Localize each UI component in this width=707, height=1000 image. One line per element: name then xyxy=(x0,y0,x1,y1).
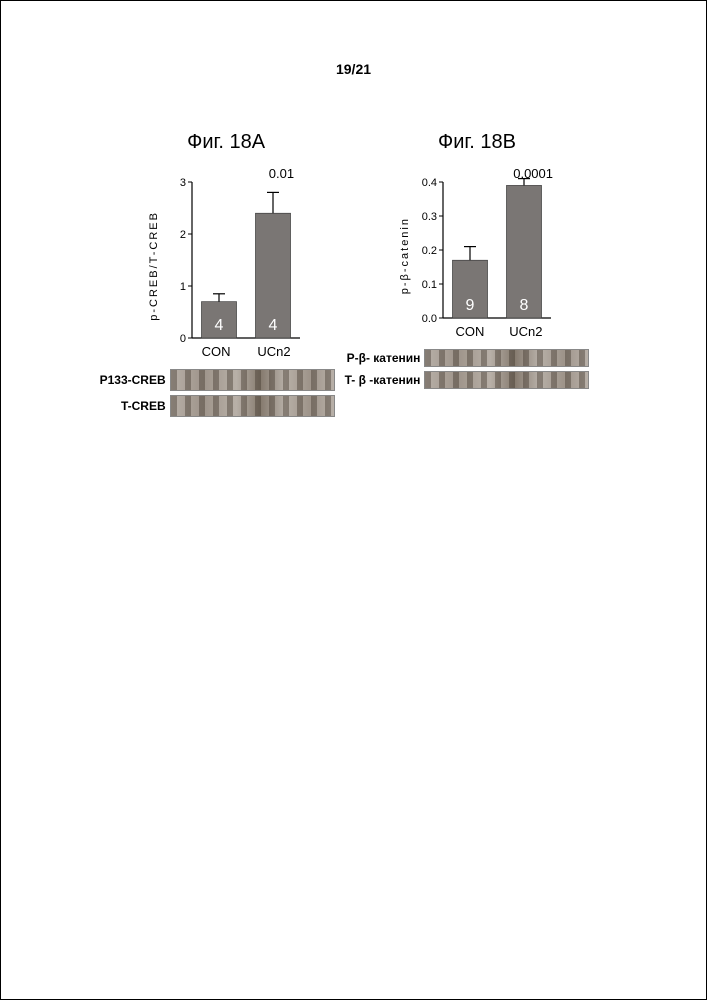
panel-a-blot-label-0: P133-CREB xyxy=(100,373,166,387)
panel-b-blots: P-β- катенин T- β -катенин xyxy=(345,349,590,389)
panel-18b: Фиг. 18B p-β-catenin 0.0001 0.0 0.1 0.2 0.3… xyxy=(365,131,590,417)
figure-panels: Фиг. 18A p-CREB/T-CREB 0.01 0 1 2 3 4 4 CON U… xyxy=(1,131,706,417)
panel-b-blot-row-1: T- β -катенин xyxy=(345,371,590,389)
svg-text:0.3: 0.3 xyxy=(422,211,437,223)
panel-b-xlabel-0: CON xyxy=(455,324,484,339)
svg-text:0.0: 0.0 xyxy=(422,313,437,322)
panel-a-pvalue: 0.01 xyxy=(269,166,294,181)
svg-text:3: 3 xyxy=(180,177,186,189)
panel-b-blot-img-0 xyxy=(424,349,589,367)
panel-a-chart-wrap: p-CREB/T-CREB 0.01 012344 CON UCn2 xyxy=(148,172,304,359)
panel-a-blot-img-1 xyxy=(170,395,335,417)
svg-text:4: 4 xyxy=(215,317,224,334)
panel-a-title: Фиг. 18A xyxy=(187,131,265,154)
svg-text:0.2: 0.2 xyxy=(422,245,437,257)
page-number: 19/21 xyxy=(336,61,371,77)
panel-b-blot-img-1 xyxy=(424,371,589,389)
svg-text:9: 9 xyxy=(466,297,475,314)
panel-a-svg: 0 1 2 3 4 4 xyxy=(164,172,304,342)
panel-b-xlabels: CON UCn2 xyxy=(415,324,555,339)
panel-b-chart-wrap: p-β-catenin 0.0001 0.00.10.20.30.498 CON… xyxy=(399,172,555,339)
panel-a-xlabels: CON UCn2 xyxy=(164,344,304,359)
panel-a-ylabel: p-CREB/T-CREB xyxy=(148,211,160,321)
svg-text:0.1: 0.1 xyxy=(422,279,437,291)
panel-b-ylabel: p-β-catenin xyxy=(399,217,411,294)
panel-a-blot-img-0 xyxy=(170,369,335,391)
panel-b-chart: 0.0001 0.00.10.20.30.498 CON UCn2 xyxy=(415,172,555,339)
panel-a-xlabel-1: UCn2 xyxy=(257,344,290,359)
panel-b-blot-row-0: P-β- катенин xyxy=(345,349,590,367)
panel-a-blots: P133-CREB T-CREB xyxy=(100,369,335,417)
panel-b-pvalue: 0.0001 xyxy=(513,166,553,181)
panel-b-xlabel-1: UCn2 xyxy=(509,324,542,339)
svg-text:4: 4 xyxy=(269,317,278,334)
panel-18a: Фиг. 18A p-CREB/T-CREB 0.01 0 1 2 3 4 4 CON U… xyxy=(118,131,335,417)
panel-a-blot-row-1: T-CREB xyxy=(100,395,335,417)
svg-text:0.4: 0.4 xyxy=(422,177,437,189)
panel-a-blot-label-1: T-CREB xyxy=(121,399,166,413)
panel-b-blot-label-1: T- β -катенин xyxy=(345,373,421,387)
svg-text:2: 2 xyxy=(180,229,186,241)
panel-a-chart: 0.01 012344 CON UCn2 xyxy=(164,172,304,359)
svg-text:0: 0 xyxy=(180,333,186,342)
panel-b-title: Фиг. 18B xyxy=(438,131,516,154)
panel-a-xlabel-0: CON xyxy=(202,344,231,359)
panel-b-blot-label-0: P-β- катенин xyxy=(347,351,421,365)
panel-b-svg: 0.0 0.1 0.2 0.3 0.4 9 8 xyxy=(415,172,555,322)
svg-text:8: 8 xyxy=(520,297,529,314)
panel-a-blot-row-0: P133-CREB xyxy=(100,369,335,391)
svg-text:1: 1 xyxy=(180,281,186,293)
